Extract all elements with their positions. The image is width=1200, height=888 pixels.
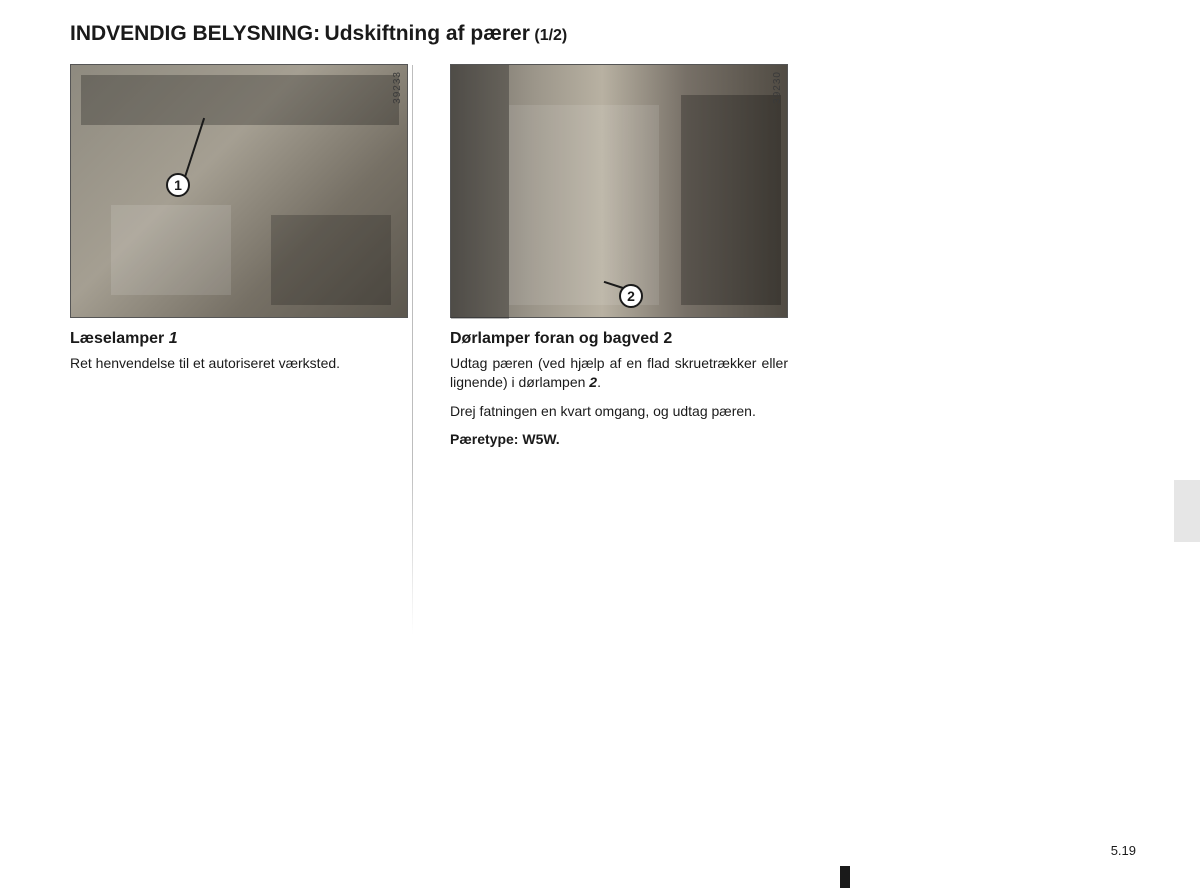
body-ref: 2 <box>589 374 597 390</box>
content-columns: 39233 1 Læselamper 1 Ret henvendelse til… <box>70 64 1130 447</box>
body-text-1: Udtag pæren (ved hjælp af en flad skrue­… <box>450 354 788 392</box>
cabin-shade <box>509 105 659 305</box>
figure-door-open: 39230 2 <box>450 64 788 318</box>
body-part-b: . <box>597 374 601 390</box>
heading-ref: 1 <box>169 330 178 347</box>
body-text-2: Drej fatningen en kvart omgang, og udtag… <box>450 402 788 421</box>
body-text: Ret henvendelse til et autoriseret værks… <box>70 354 408 373</box>
callout-1: 1 <box>166 173 190 197</box>
column-divider <box>412 65 413 635</box>
figure-id: 39233 <box>392 71 403 104</box>
door-shade <box>681 95 781 305</box>
crop-mark <box>840 866 850 888</box>
bulb-type: Pæretype: W5W. <box>450 431 806 447</box>
heading-text: Dørlamper foran og bagved 2 <box>450 330 672 347</box>
pillar-shade <box>451 65 509 319</box>
side-tab <box>1174 480 1200 542</box>
title-page-indicator: (1/2) <box>534 27 567 44</box>
page-title: INDVENDIG BELYSNING: Udskiftning af pære… <box>70 22 1130 46</box>
page-number: 5.19 <box>1111 843 1136 858</box>
window-shade <box>111 205 231 295</box>
column-1: 39233 1 Læselamper 1 Ret henvendelse til… <box>70 64 426 447</box>
section-heading-door-lamps: Dørlamper foran og bagved 2 <box>450 330 806 348</box>
section-heading-reading-lamps: Læselamper 1 <box>70 330 426 348</box>
heading-text: Læselamper <box>70 330 164 347</box>
manual-page: INDVENDIG BELYSNING: Udskiftning af pære… <box>0 0 1200 447</box>
ceiling-shade <box>81 75 399 125</box>
title-sub: Udskiftning af pærer <box>325 22 530 45</box>
figure-interior-ceiling: 39233 1 <box>70 64 408 318</box>
leader-line <box>184 118 205 178</box>
column-2: 39230 2 Dørlamper foran og bagved 2 Udta… <box>450 64 806 447</box>
dash-shade <box>271 215 391 305</box>
body-part-a: Udtag pæren (ved hjælp af en flad skrue­… <box>450 355 788 390</box>
figure-id: 39230 <box>772 71 783 104</box>
title-main: INDVENDIG BELYSNING: <box>70 22 320 45</box>
callout-2: 2 <box>619 284 643 308</box>
